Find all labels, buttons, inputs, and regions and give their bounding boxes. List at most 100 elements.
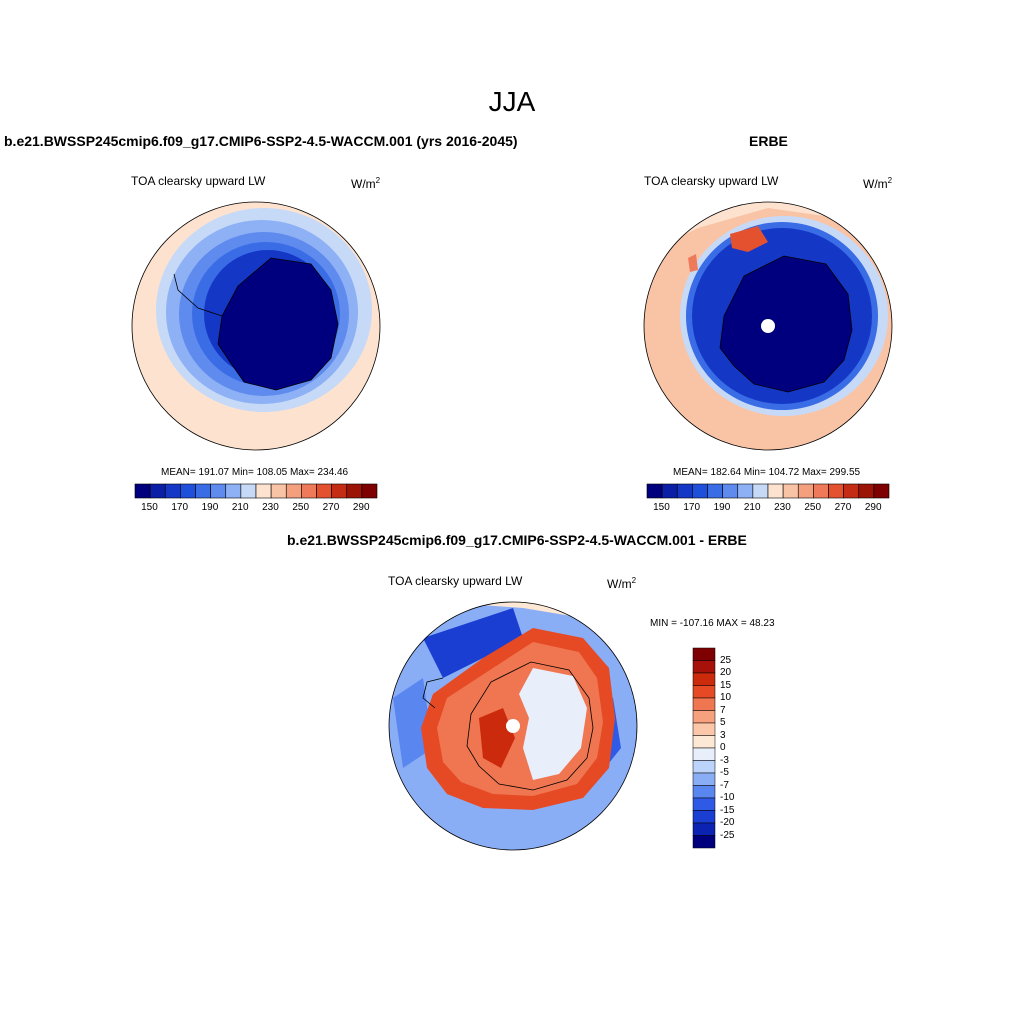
colorbar-swatch xyxy=(692,722,716,736)
colorbar-swatch xyxy=(843,483,860,499)
colorbar-swatch xyxy=(692,647,716,661)
colorbar-tick-label: 250 xyxy=(804,502,822,513)
colorbar-tick-label: 190 xyxy=(201,502,219,513)
colorbar-swatch xyxy=(828,483,844,499)
colorbar-swatch xyxy=(692,685,716,699)
colorbar-tick-label: 210 xyxy=(743,502,761,513)
colorbar-swatch xyxy=(331,483,348,499)
colorbar-tick-label: 230 xyxy=(774,502,791,513)
colorbar-tick-label: 150 xyxy=(653,502,670,513)
diff-stats: MIN = -107.16 MAX = 48.23 xyxy=(650,618,775,629)
diff-map xyxy=(388,601,638,851)
colorbar-swatch xyxy=(149,483,166,499)
colorbar-tick-label: -20 xyxy=(720,817,735,828)
colorbar-swatch xyxy=(813,483,829,499)
colorbar-swatch xyxy=(692,772,716,786)
obs-map xyxy=(643,201,893,451)
colorbar-tick-label: -3 xyxy=(720,754,729,766)
colorbar-swatch xyxy=(692,483,708,499)
colorbar-swatch xyxy=(361,483,378,499)
colorbar-swatch xyxy=(797,483,814,499)
colorbar-tick-label: 20 xyxy=(720,667,732,678)
colorbar-tick-label: -5 xyxy=(720,767,729,778)
colorbar-tick-label: 5 xyxy=(720,717,726,728)
colorbar-tick-label: 7 xyxy=(720,704,726,716)
colorbar-tick-label: -15 xyxy=(720,804,735,816)
colorbar-swatch xyxy=(225,483,242,499)
colorbar-tick-label: 290 xyxy=(352,502,370,513)
colorbar-swatch xyxy=(316,483,332,499)
colorbar-tick-label: 15 xyxy=(720,679,732,691)
colorbar-swatch xyxy=(692,747,716,761)
model-map xyxy=(131,201,381,451)
model-colorbar xyxy=(134,483,378,499)
model-colorbar-ticks: 150 170 190 210 230 250 270 290 xyxy=(135,502,377,516)
diff-variable-label: TOA clearsky upward LW xyxy=(388,574,523,588)
colorbar-swatch xyxy=(646,483,663,499)
colorbar-swatch xyxy=(164,483,181,499)
diff-panel-title: b.e21.BWSSP245cmip6.f09_g17.CMIP6-SSP2-4… xyxy=(287,532,747,548)
colorbar-tick-label: -10 xyxy=(720,792,735,803)
colorbar-tick-label: 270 xyxy=(834,502,852,513)
colorbar-tick-label: 150 xyxy=(141,502,158,513)
colorbar-swatch xyxy=(692,660,716,674)
colorbar-swatch xyxy=(301,483,317,499)
obs-colorbar xyxy=(646,483,890,499)
colorbar-swatch xyxy=(767,483,784,499)
colorbar-swatch xyxy=(240,483,257,499)
model-stats: MEAN= 191.07 Min= 108.05 Max= 234.46 xyxy=(161,467,349,478)
colorbar-tick-label: 190 xyxy=(713,502,731,513)
colorbar-tick-label: -25 xyxy=(720,829,735,841)
colorbar-swatch xyxy=(195,483,211,499)
colorbar-swatch xyxy=(270,483,287,499)
model-panel-title: b.e21.BWSSP245cmip6.f09_g17.CMIP6-SSP2-4… xyxy=(4,133,518,149)
colorbar-swatch xyxy=(722,483,739,499)
colorbar-swatch xyxy=(210,483,227,499)
colorbar-tick-label: 25 xyxy=(720,654,732,666)
obs-panel-title: ERBE xyxy=(749,133,788,149)
colorbar-swatch xyxy=(692,785,716,799)
diff-units-label: W/m2 xyxy=(607,576,637,591)
colorbar-swatch xyxy=(676,483,693,499)
colorbar-tick-label: 170 xyxy=(171,502,189,513)
colorbar-tick-label: 230 xyxy=(262,502,279,513)
colorbar-swatch xyxy=(692,822,716,836)
colorbar-tick-label: 0 xyxy=(720,742,726,753)
figure-title: JJA xyxy=(488,86,536,117)
colorbar-swatch xyxy=(346,483,363,499)
colorbar-swatch xyxy=(692,835,716,849)
colorbar-tick-label: 270 xyxy=(322,502,340,513)
model-units-label: W/m2 xyxy=(351,176,381,191)
colorbar-swatch xyxy=(873,483,890,499)
colorbar-swatch xyxy=(692,697,716,711)
colorbar-swatch xyxy=(661,483,678,499)
colorbar-swatch xyxy=(285,483,302,499)
model-variable-label: TOA clearsky upward LW xyxy=(131,174,266,188)
colorbar-swatch xyxy=(134,483,151,499)
colorbar-swatch xyxy=(692,810,716,824)
colorbar-tick-label: -7 xyxy=(720,779,729,791)
colorbar-swatch xyxy=(692,797,716,811)
obs-variable-label: TOA clearsky upward LW xyxy=(644,174,779,188)
obs-colorbar-ticks: 150 170 190 210 230 250 270 290 xyxy=(647,502,889,516)
colorbar-swatch xyxy=(692,710,716,724)
colorbar-swatch xyxy=(692,760,716,774)
diff-colorbar xyxy=(692,647,716,849)
colorbar-swatch xyxy=(692,735,716,749)
colorbar-swatch xyxy=(737,483,754,499)
colorbar-tick-label: 3 xyxy=(720,729,726,741)
colorbar-swatch xyxy=(707,483,723,499)
colorbar-tick-label: 170 xyxy=(683,502,701,513)
obs-units-label: W/m2 xyxy=(863,176,893,191)
colorbar-swatch xyxy=(255,483,272,499)
colorbar-swatch xyxy=(858,483,875,499)
colorbar-tick-label: 290 xyxy=(864,502,882,513)
colorbar-swatch xyxy=(782,483,799,499)
colorbar-swatch xyxy=(692,672,716,686)
colorbar-tick-label: 10 xyxy=(720,692,732,703)
colorbar-swatch xyxy=(180,483,196,499)
colorbar-tick-label: 250 xyxy=(292,502,310,513)
diff-colorbar-ticks: 25 20 15 10 7 5 3 0 -3 -5 -7 -10 -15 -20 -25 xyxy=(720,648,760,848)
obs-stats: MEAN= 182.64 Min= 104.72 Max= 299.55 xyxy=(673,467,861,478)
colorbar-tick-label: 210 xyxy=(231,502,249,513)
